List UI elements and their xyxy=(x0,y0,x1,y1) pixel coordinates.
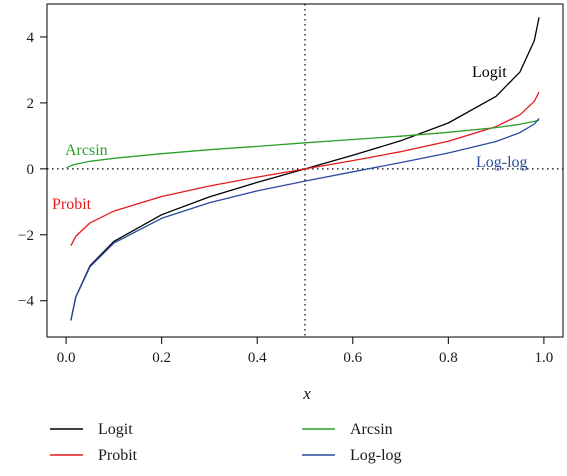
y-axis: −4 −2 0 2 4 xyxy=(18,30,47,310)
series-line-log-log xyxy=(70,117,540,321)
reference-lines xyxy=(47,4,563,337)
y-tick-label: 4 xyxy=(27,30,35,46)
plot-area: Logit Arcsin Probit Log-log xyxy=(46,3,564,338)
x-tick-label: 0.4 xyxy=(248,350,267,366)
curve-label-arcsin: Arcsin xyxy=(65,142,108,159)
y-tick-label: 0 xyxy=(27,162,35,178)
series-layer xyxy=(66,17,540,321)
y-tick-label: 2 xyxy=(27,96,35,112)
legend-label-log-log: Log-log xyxy=(350,447,402,464)
legend-label-probit: Probit xyxy=(98,447,138,464)
x-tick-label: 0.8 xyxy=(439,350,458,366)
x-tick-label: 0.2 xyxy=(152,350,171,366)
x-axis-title: x xyxy=(302,384,311,403)
y-tick-label: −2 xyxy=(18,228,34,244)
series-line-probit xyxy=(70,91,540,246)
x-tick-label: 0.0 xyxy=(57,350,76,366)
curve-label-probit: Probit xyxy=(52,196,92,213)
legend: Logit Arcsin Probit Log-log xyxy=(50,421,402,464)
curve-labels: Logit Arcsin Probit Log-log xyxy=(52,64,528,213)
legend-label-arcsin: Arcsin xyxy=(350,421,393,438)
legend-label-logit: Logit xyxy=(98,421,133,438)
x-axis: 0.0 0.2 0.4 0.6 0.8 1.0 xyxy=(57,337,554,366)
series-line-arcsin xyxy=(66,119,540,169)
curve-label-log-log: Log-log xyxy=(476,154,528,171)
y-tick-label: −4 xyxy=(18,294,34,310)
x-tick-label: 1.0 xyxy=(535,350,554,366)
curve-label-logit: Logit xyxy=(472,64,507,81)
x-tick-label: 0.6 xyxy=(343,350,362,366)
